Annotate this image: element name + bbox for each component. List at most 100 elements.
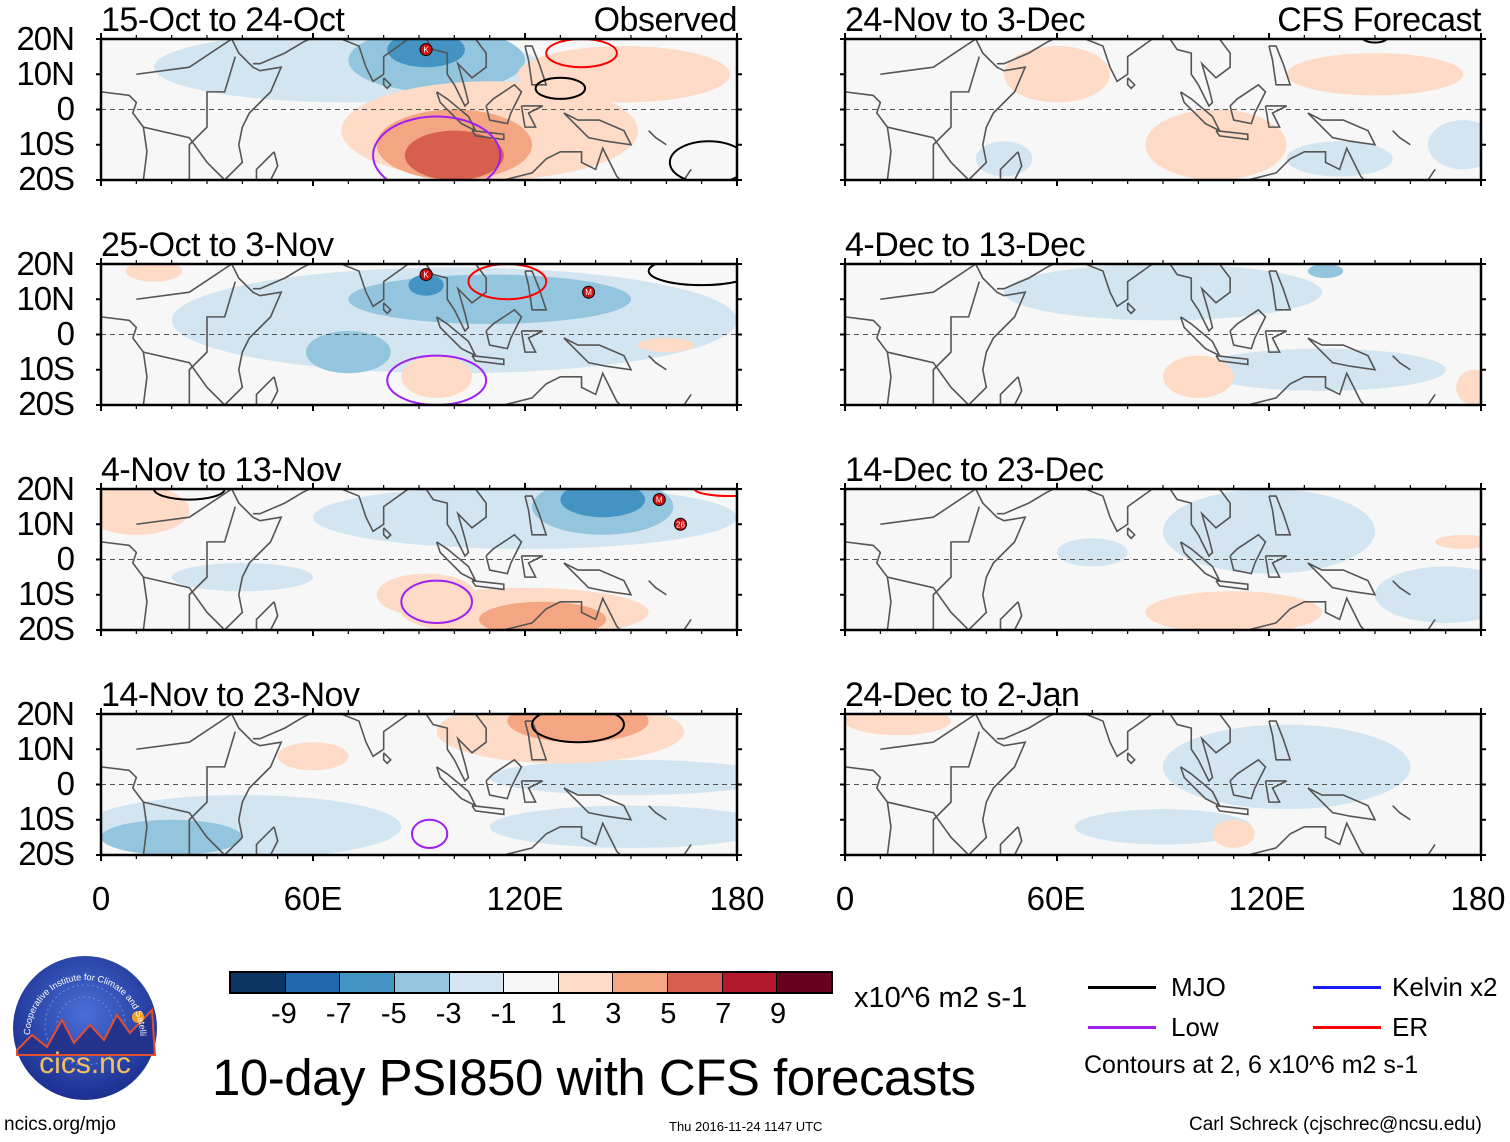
map-panel: KM (96, 258, 742, 411)
coastline (252, 264, 310, 290)
coastline (269, 826, 279, 855)
coastline (520, 780, 544, 803)
colorbar-label: -7 (325, 998, 352, 1030)
coastline (136, 714, 233, 751)
coastline (503, 596, 621, 630)
coastline (1126, 527, 1136, 540)
coastline (269, 151, 279, 180)
coastline (999, 376, 1019, 405)
coastline (524, 45, 548, 86)
coastline (136, 39, 233, 76)
legend-line-mjo (1088, 986, 1156, 989)
anomaly-region (1163, 724, 1411, 810)
coastline (1169, 264, 1231, 333)
colorbar-label: -9 (271, 998, 297, 1030)
panel-title: 24-Nov to 3-Dec (845, 1, 1086, 39)
mjo-contour (531, 714, 625, 744)
coastline (1215, 354, 1249, 366)
coastline (252, 489, 310, 515)
coastline (269, 376, 279, 405)
anomaly-region (517, 46, 730, 103)
coastline (1247, 821, 1365, 855)
legend-label-kelvin: Kelvin x2 (1392, 972, 1498, 1002)
colorbar-label: 7 (715, 998, 732, 1030)
coastline (188, 56, 237, 180)
coastline (968, 264, 1027, 405)
coastline (1268, 495, 1292, 536)
lat-label: 20S (18, 610, 75, 647)
coastline (845, 91, 892, 180)
lat-label: 10S (18, 350, 75, 387)
coastline (648, 355, 667, 371)
coastline (996, 489, 1054, 515)
coastline (485, 83, 523, 125)
coastline (503, 146, 621, 180)
source-url[interactable]: ncics.org/mjo (4, 1114, 116, 1135)
coastline (1307, 112, 1377, 146)
coastline (101, 316, 148, 405)
anomaly-region (404, 130, 504, 180)
colorbar-swatch (612, 973, 668, 992)
colorbar-label: -1 (490, 998, 517, 1030)
lat-label: 10N (16, 280, 75, 317)
coastline (224, 714, 283, 855)
lon-label: 60E (1026, 880, 1086, 917)
coastline (1169, 489, 1231, 558)
coastline (1247, 371, 1365, 405)
panel-title: 4-Dec to 13-Dec (845, 226, 1086, 264)
anomaly-region (1004, 264, 1322, 321)
coastline (382, 302, 392, 315)
mjo-contour (668, 140, 737, 180)
coastline (1084, 39, 1153, 83)
map-panel (840, 258, 1486, 411)
coastline (1264, 555, 1288, 578)
panel-title: 14-Dec to 23-Dec (845, 451, 1104, 489)
coastline (1169, 39, 1231, 108)
anomaly-region (1145, 591, 1322, 630)
lon-label: 180 (709, 880, 765, 917)
colorbar (229, 971, 833, 994)
coastline (485, 533, 523, 575)
anomaly-region (1307, 264, 1344, 279)
anomaly-region (1163, 489, 1375, 574)
coastline (1264, 780, 1288, 803)
coastline (563, 112, 633, 146)
panel-tag: Observed (593, 1, 738, 39)
coastline (1126, 77, 1136, 90)
panel-title: 25-Oct to 3-Nov (101, 226, 334, 264)
coastline (224, 39, 283, 180)
colorbar-swatch (284, 973, 340, 992)
lon-label: 0 (835, 880, 855, 917)
anomaly-region (479, 601, 607, 630)
colorbar-label: -5 (380, 998, 407, 1030)
anomaly-region (401, 355, 472, 398)
coastline (1013, 826, 1023, 855)
coastline (1392, 130, 1411, 146)
coastline (188, 281, 237, 405)
legend-line-low (1088, 1026, 1156, 1029)
lat-label: 20N (16, 20, 75, 57)
coastline (887, 801, 970, 855)
anomaly-region (1286, 141, 1393, 177)
anomaly-region (1375, 566, 1481, 623)
coastline (136, 489, 233, 526)
coastline (996, 39, 1054, 65)
coastline (224, 489, 283, 630)
storm-label: M (585, 288, 592, 297)
coastline (1307, 787, 1377, 821)
map-panel (840, 33, 1486, 186)
coastline (1427, 843, 1436, 855)
colorbar-label: 9 (770, 998, 787, 1030)
lat-label: 10N (16, 55, 75, 92)
anomaly-region (1004, 46, 1110, 103)
coastline (136, 264, 233, 301)
coastline (471, 129, 505, 141)
lon-label: 60E (283, 880, 343, 917)
lon-label: 120E (486, 880, 564, 917)
lat-label: 20S (18, 385, 75, 422)
coastline (932, 731, 981, 855)
coastline (648, 130, 667, 146)
coastline (1229, 308, 1267, 350)
coastline (563, 787, 633, 821)
storm-marker: M (652, 493, 666, 507)
